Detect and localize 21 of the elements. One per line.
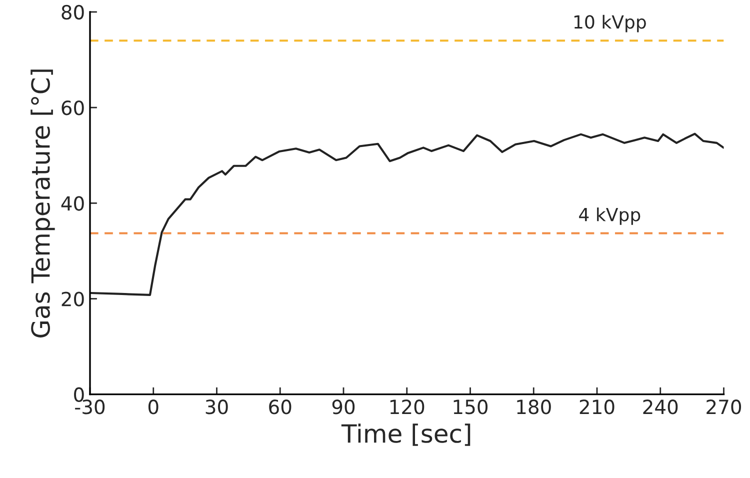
x-tick-label: 60 bbox=[269, 400, 292, 414]
x-tick-label: 90 bbox=[332, 400, 355, 414]
line-series bbox=[90, 132, 724, 296]
x-tick-label: -30 bbox=[75, 400, 105, 414]
x-tick-label: 0 bbox=[148, 400, 158, 414]
ref-line-label: 10 kVpp bbox=[574, 14, 646, 32]
x-tick-label: 240 bbox=[643, 400, 678, 414]
y-tick-label: 0 bbox=[74, 387, 84, 402]
y-tick-label: 40 bbox=[61, 196, 84, 211]
y-axis-title: Gas Temperature [°C] bbox=[30, 70, 55, 338]
x-tick-label: 210 bbox=[580, 400, 614, 414]
y-tick-label: 20 bbox=[62, 292, 84, 306]
x-tick-label: 180 bbox=[517, 400, 551, 414]
x-axis-title: Time [sec] bbox=[341, 424, 470, 446]
x-tick-label: 30 bbox=[206, 400, 228, 414]
x-tick-label: 270 bbox=[706, 400, 742, 414]
x-tick-label: 150 bbox=[454, 400, 488, 414]
y-tick-label: 80 bbox=[62, 4, 84, 20]
y-tick-label: 60 bbox=[62, 100, 84, 116]
ref-line-label: 4 kVpp bbox=[579, 207, 640, 225]
x-tick-label: 120 bbox=[390, 400, 424, 414]
